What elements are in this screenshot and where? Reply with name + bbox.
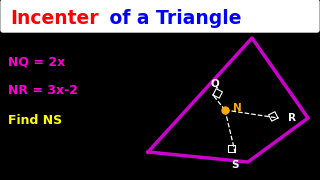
Text: of a Triangle: of a Triangle [103,8,242,28]
FancyBboxPatch shape [1,0,319,32]
Text: Incenter: Incenter [10,8,99,28]
Text: S: S [231,160,239,170]
Text: NR = 3x-2: NR = 3x-2 [8,84,78,96]
Text: R: R [288,113,296,123]
Text: Find NS: Find NS [8,114,62,127]
Text: NQ = 2x: NQ = 2x [8,55,65,69]
Text: N: N [233,103,241,113]
Text: Q: Q [211,79,220,89]
